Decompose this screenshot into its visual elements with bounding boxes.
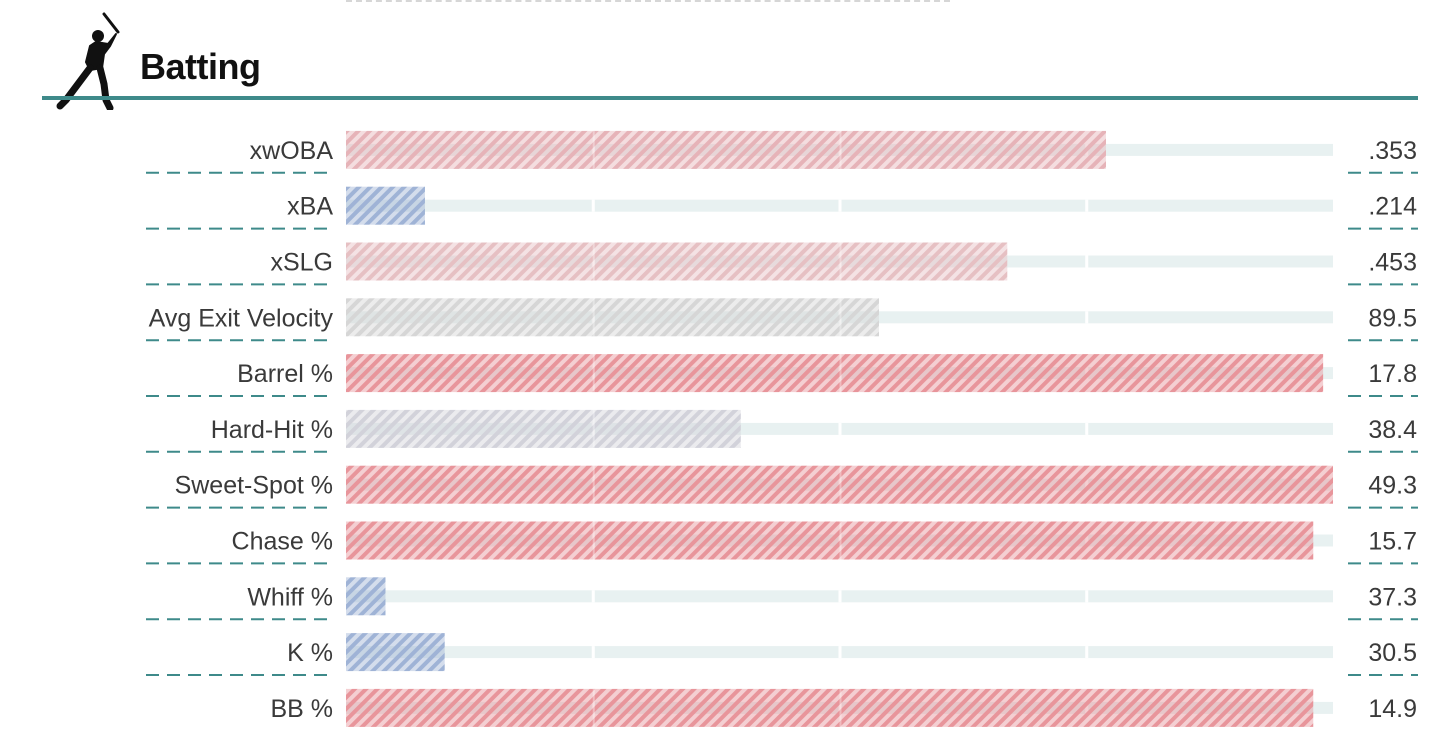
metric-row: BB % 14.9	[270, 688, 1417, 727]
bar-gap	[839, 130, 842, 169]
section-title: Batting	[140, 46, 261, 87]
percentile-bar	[346, 354, 1324, 393]
metric-label: Hard-Hit %	[211, 416, 333, 444]
metric-value: 14.9	[1368, 695, 1417, 723]
metric-value: .453	[1368, 249, 1417, 277]
section-header: Batting	[0, 0, 1456, 110]
metric-value: 49.3	[1368, 472, 1417, 500]
bar-gap	[592, 465, 595, 504]
metric-label: Barrel %	[237, 360, 333, 388]
metric-label: xwOBA	[250, 137, 334, 165]
metric-label: Chase %	[232, 528, 333, 556]
bar-gap	[839, 298, 842, 337]
metric-label: xBA	[287, 193, 333, 221]
metric-value: 37.3	[1368, 583, 1417, 611]
metric-label: Avg Exit Velocity	[149, 304, 334, 332]
track-tick	[591, 590, 595, 603]
metric-row: K % 30.5	[146, 633, 1418, 676]
metric-value: 17.8	[1368, 360, 1417, 388]
percentile-bar	[346, 242, 1008, 281]
track-tick	[1085, 422, 1089, 435]
track-tick	[838, 199, 842, 212]
bar-gap	[839, 465, 842, 504]
metric-value: .353	[1368, 137, 1417, 165]
bar-gap	[592, 354, 595, 393]
metric-value: 89.5	[1368, 304, 1417, 332]
bar-gap	[839, 688, 842, 727]
metric-row: Whiff % 37.3	[146, 577, 1418, 621]
percentile-bar	[346, 521, 1314, 560]
metric-label: Sweet-Spot %	[175, 472, 333, 500]
track-tick	[591, 646, 595, 659]
metric-label: xSLG	[270, 249, 333, 277]
bar-gap	[592, 130, 595, 169]
track-tick	[1085, 590, 1089, 603]
bar-gap	[592, 688, 595, 727]
percentile-bar	[346, 633, 445, 672]
bar-gap	[839, 521, 842, 560]
metric-label: K %	[287, 639, 333, 667]
bar-gap	[592, 409, 595, 448]
bar-gap	[592, 242, 595, 281]
percentile-bar	[346, 577, 386, 616]
track-tick	[1085, 255, 1089, 268]
metric-row: xwOBA .353	[146, 130, 1418, 174]
track-tick	[838, 590, 842, 603]
bar-gap	[839, 354, 842, 393]
top-divider	[346, 0, 950, 2]
metric-row: Avg Exit Velocity 89.5	[146, 298, 1418, 342]
metric-value: 38.4	[1368, 416, 1417, 444]
batter-silhouette-icon	[56, 12, 120, 110]
track-tick	[1085, 646, 1089, 659]
bar-gap	[592, 298, 595, 337]
track-tick	[838, 422, 842, 435]
metric-row: Hard-Hit % 38.4	[146, 409, 1418, 453]
header-rule	[42, 96, 1418, 100]
metric-label: BB %	[270, 695, 333, 723]
metric-label: Whiff %	[247, 583, 333, 611]
metric-value: 30.5	[1368, 639, 1417, 667]
percentile-bar	[346, 465, 1333, 504]
percentile-bar	[346, 186, 425, 225]
metric-value: .214	[1368, 193, 1417, 221]
percentile-bar	[346, 130, 1106, 169]
metric-row: Chase % 15.7	[146, 521, 1418, 565]
metric-row: Barrel % 17.8	[146, 354, 1418, 397]
percentile-bar	[346, 688, 1314, 727]
metric-row: xBA .214	[146, 186, 1418, 230]
metric-row: Sweet-Spot % 49.3	[146, 465, 1418, 509]
track-tick	[1085, 199, 1089, 212]
bar-gap	[839, 242, 842, 281]
percentile-bar	[346, 298, 879, 337]
metric-value: 15.7	[1368, 528, 1417, 556]
bar-gap	[592, 521, 595, 560]
track-tick	[591, 199, 595, 212]
track-tick	[838, 646, 842, 659]
metric-row: xSLG .453	[146, 242, 1418, 286]
track-tick	[1085, 311, 1089, 324]
percentile-bar	[346, 409, 741, 448]
